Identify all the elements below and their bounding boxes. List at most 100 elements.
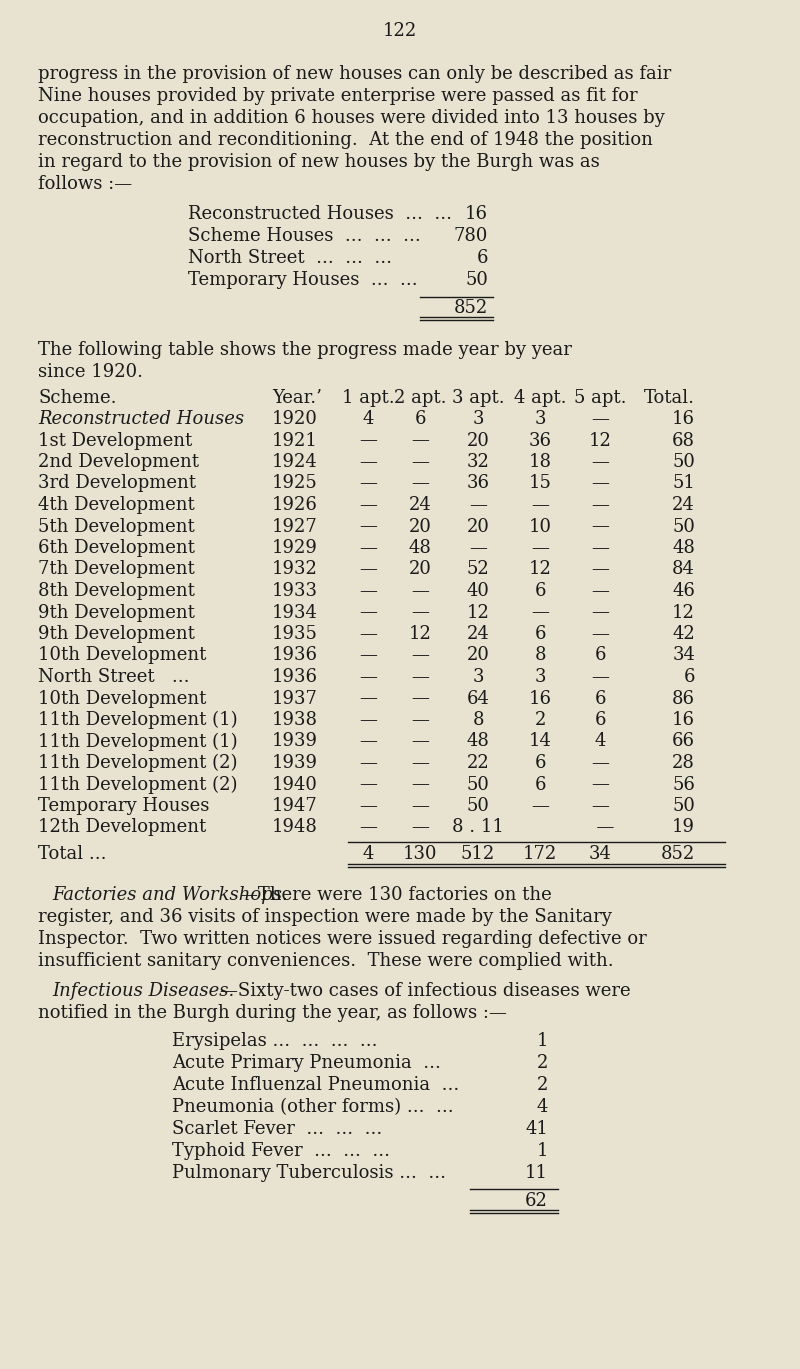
Text: follows :—: follows :— <box>38 175 132 193</box>
Text: 1921: 1921 <box>272 431 318 449</box>
Text: 36: 36 <box>466 475 490 493</box>
Text: 1924: 1924 <box>272 453 318 471</box>
Text: 122: 122 <box>383 22 417 40</box>
Text: 6: 6 <box>594 690 606 708</box>
Text: —: — <box>359 646 377 664</box>
Text: notified in the Burgh during the year, as follows :—: notified in the Burgh during the year, a… <box>38 1003 507 1023</box>
Text: 1948: 1948 <box>272 819 318 836</box>
Text: 2: 2 <box>537 1054 548 1072</box>
Text: 16: 16 <box>465 205 488 223</box>
Text: 12th Development: 12th Development <box>38 819 206 836</box>
Text: progress in the provision of new houses can only be described as fair: progress in the provision of new houses … <box>38 64 671 84</box>
Text: 512: 512 <box>461 845 495 862</box>
Text: 86: 86 <box>672 690 695 708</box>
Text: —: — <box>411 431 429 449</box>
Text: 41: 41 <box>525 1120 548 1138</box>
Text: 11: 11 <box>525 1164 548 1181</box>
Text: —: — <box>469 496 487 513</box>
Text: 20: 20 <box>409 517 431 535</box>
Text: —: — <box>359 453 377 471</box>
Text: 52: 52 <box>466 560 490 579</box>
Text: 50: 50 <box>466 775 490 794</box>
Text: 1935: 1935 <box>272 626 318 643</box>
Text: 11th Development (1): 11th Development (1) <box>38 732 238 750</box>
Text: 1936: 1936 <box>272 646 318 664</box>
Text: —: — <box>359 732 377 750</box>
Text: 1939: 1939 <box>272 754 318 772</box>
Text: 68: 68 <box>672 431 695 449</box>
Text: —: — <box>411 754 429 772</box>
Text: —: — <box>411 732 429 750</box>
Text: Total ...: Total ... <box>38 845 106 862</box>
Text: 4: 4 <box>537 1098 548 1116</box>
Text: —: — <box>411 797 429 815</box>
Text: —: — <box>359 626 377 643</box>
Text: Acute Primary Pneumonia  ...: Acute Primary Pneumonia ... <box>172 1054 441 1072</box>
Text: in regard to the provision of new houses by the Burgh was as: in regard to the provision of new houses… <box>38 153 600 171</box>
Text: 3: 3 <box>472 668 484 686</box>
Text: —: — <box>591 604 609 622</box>
Text: —: — <box>359 711 377 730</box>
Text: —: — <box>586 819 614 836</box>
Text: —: — <box>591 797 609 815</box>
Text: Acute Influenzal Pneumonia  ...: Acute Influenzal Pneumonia ... <box>172 1076 459 1094</box>
Text: 50: 50 <box>672 453 695 471</box>
Text: 84: 84 <box>672 560 695 579</box>
Text: 7th Development: 7th Development <box>38 560 194 579</box>
Text: 2: 2 <box>534 711 546 730</box>
Text: 1936: 1936 <box>272 668 318 686</box>
Text: 62: 62 <box>525 1192 548 1210</box>
Text: —: — <box>359 819 377 836</box>
Text: 50: 50 <box>466 797 490 815</box>
Text: 10: 10 <box>529 517 551 535</box>
Text: 12: 12 <box>529 560 551 579</box>
Text: 40: 40 <box>466 582 490 600</box>
Text: —: — <box>359 690 377 708</box>
Text: 1934: 1934 <box>272 604 318 622</box>
Text: 1940: 1940 <box>272 775 318 794</box>
Text: —: — <box>411 582 429 600</box>
Text: occupation, and in addition 6 houses were divided into 13 houses by: occupation, and in addition 6 houses wer… <box>38 110 665 127</box>
Text: 11th Development (2): 11th Development (2) <box>38 754 238 772</box>
Text: 4: 4 <box>594 732 606 750</box>
Text: 1: 1 <box>537 1142 548 1160</box>
Text: 34: 34 <box>672 646 695 664</box>
Text: —: — <box>411 711 429 730</box>
Text: 4 apt.: 4 apt. <box>514 389 566 407</box>
Text: Scheme.: Scheme. <box>38 389 117 407</box>
Text: —: — <box>359 431 377 449</box>
Text: —: — <box>411 604 429 622</box>
Text: —There were 130 factories on the: —There were 130 factories on the <box>240 886 552 904</box>
Text: 4: 4 <box>362 845 374 862</box>
Text: 8th Development: 8th Development <box>38 582 195 600</box>
Text: Temporary Houses: Temporary Houses <box>38 797 210 815</box>
Text: Year.’: Year.’ <box>272 389 322 407</box>
Text: 20: 20 <box>466 517 490 535</box>
Text: 20: 20 <box>409 560 431 579</box>
Text: Reconstructed Houses: Reconstructed Houses <box>38 409 244 428</box>
Text: Scheme Houses  ...  ...  ...: Scheme Houses ... ... ... <box>188 227 421 245</box>
Text: 12: 12 <box>409 626 431 643</box>
Text: —: — <box>591 754 609 772</box>
Text: 12: 12 <box>589 431 611 449</box>
Text: 3rd Development: 3rd Development <box>38 475 196 493</box>
Text: 20: 20 <box>466 646 490 664</box>
Text: 6: 6 <box>414 409 426 428</box>
Text: —: — <box>531 797 549 815</box>
Text: 28: 28 <box>672 754 695 772</box>
Text: 6: 6 <box>594 711 606 730</box>
Text: 9th Development: 9th Development <box>38 604 195 622</box>
Text: 852: 852 <box>661 845 695 862</box>
Text: 48: 48 <box>672 539 695 557</box>
Text: 5th Development: 5th Development <box>38 517 194 535</box>
Text: —: — <box>531 539 549 557</box>
Text: 6: 6 <box>594 646 606 664</box>
Text: 1: 1 <box>537 1032 548 1050</box>
Text: —: — <box>591 517 609 535</box>
Text: —: — <box>469 539 487 557</box>
Text: reconstruction and reconditioning.  At the end of 1948 the position: reconstruction and reconditioning. At th… <box>38 131 653 149</box>
Text: Erysipelas ...  ...  ...  ...: Erysipelas ... ... ... ... <box>172 1032 378 1050</box>
Text: —: — <box>591 453 609 471</box>
Text: 34: 34 <box>589 845 611 862</box>
Text: Temporary Houses  ...  ...: Temporary Houses ... ... <box>188 271 418 289</box>
